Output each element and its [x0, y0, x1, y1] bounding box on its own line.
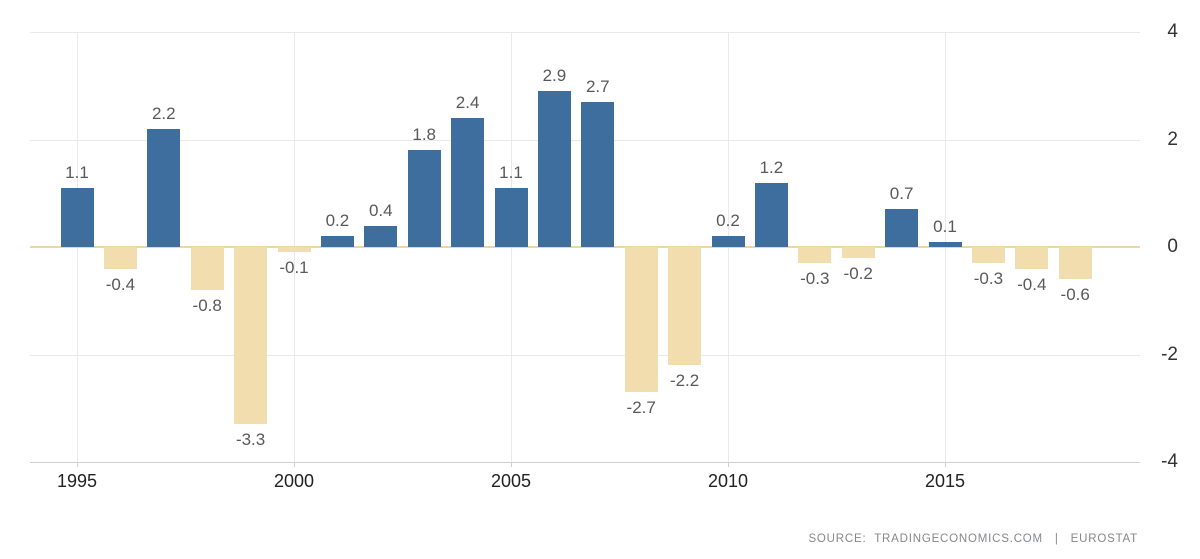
bar-value-label: -0.2 [843, 263, 873, 283]
bar [494, 187, 528, 247]
bar [624, 247, 658, 393]
bar [1058, 247, 1092, 280]
bar [754, 182, 788, 247]
y-axis-label: 4 [1167, 21, 1178, 42]
bar-value-label: 0.1 [933, 216, 957, 236]
bar-value-label: -0.4 [1017, 274, 1047, 294]
x-axis-label: 2000 [273, 471, 315, 491]
bar [971, 247, 1005, 264]
bar [711, 236, 745, 247]
zero-axis-line [30, 246, 1140, 248]
source-credit: SOURCE: TRADINGECONOMICS.COM | EUROSTAT [808, 533, 1138, 545]
y-axis-label: 0 [1167, 236, 1178, 257]
x-axis-tick [294, 462, 295, 467]
bar [1015, 247, 1049, 269]
x-axis-label: 2015 [924, 471, 966, 491]
bar-value-label: -2.7 [626, 398, 656, 418]
bar [103, 247, 137, 269]
bar [581, 101, 615, 247]
grid-line-horizontal [30, 32, 1140, 33]
bar [60, 187, 94, 247]
bar [147, 128, 181, 247]
bar [190, 247, 224, 290]
bar-value-label: 1.8 [412, 125, 436, 145]
bar-value-label: -0.6 [1060, 285, 1090, 305]
bar [320, 236, 354, 247]
x-axis-label: 2010 [707, 471, 749, 491]
bar-value-label: 1.1 [499, 162, 523, 182]
bar [537, 91, 571, 247]
bar-value-label: 2.4 [455, 93, 480, 112]
bar [798, 247, 832, 264]
grid-line-horizontal [30, 354, 1140, 356]
bar-value-label: -0.8 [192, 296, 222, 315]
y-axis-label: -2 [1161, 343, 1178, 365]
bar-value-label: -0.3 [800, 269, 830, 289]
bar-value-label: -0.4 [105, 274, 136, 294]
bar-value-label: -0.3 [973, 269, 1004, 289]
bar [407, 150, 441, 247]
bar [885, 209, 919, 247]
y-axis-label: 2 [1167, 128, 1178, 150]
bar [928, 241, 962, 247]
bar [451, 118, 485, 247]
bar-value-label: 2.9 [542, 66, 567, 86]
bar-value-label: 0.2 [716, 211, 740, 231]
bar [668, 247, 702, 366]
x-axis-tick [945, 462, 946, 467]
bar-value-label: 0.4 [368, 200, 393, 220]
x-axis-label: 2005 [490, 471, 532, 491]
x-axis-tick [77, 462, 78, 467]
x-axis-tick [511, 462, 512, 467]
bar-value-label: -0.1 [279, 258, 309, 278]
bar [364, 225, 398, 247]
grid-line-horizontal [30, 462, 1140, 463]
bar [277, 247, 311, 253]
bar-value-label: 2.7 [585, 76, 610, 96]
x-axis-tick [728, 462, 729, 467]
x-axis-label: 1995 [56, 471, 98, 491]
y-axis-label: -4 [1161, 451, 1178, 472]
bar [841, 247, 875, 258]
bar-value-label: -3.3 [235, 430, 266, 450]
bar-value-label: -2.2 [669, 371, 700, 391]
bar-value-label: 0.7 [889, 184, 914, 204]
bar [234, 247, 268, 425]
bar-value-label: 1.1 [65, 162, 89, 182]
bar-value-label: 2.2 [151, 103, 176, 123]
bar-value-label: 1.2 [759, 157, 784, 177]
bar-value-label: 0.2 [325, 211, 350, 231]
